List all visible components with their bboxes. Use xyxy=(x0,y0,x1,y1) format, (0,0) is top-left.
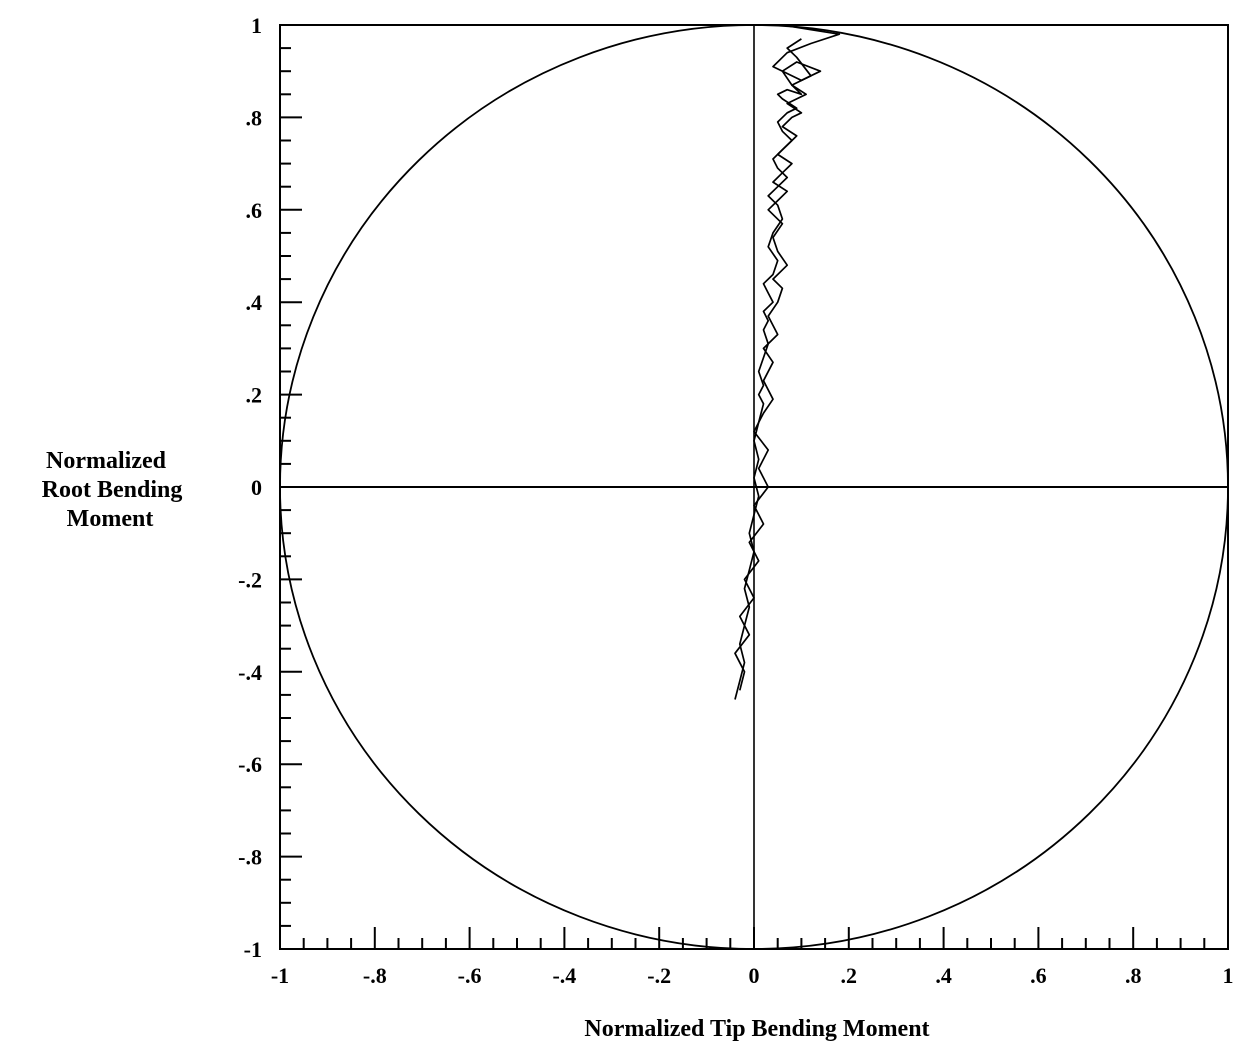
data-series-1 xyxy=(734,24,841,700)
y-tick-label: -.2 xyxy=(238,567,262,592)
y-tick-label: .4 xyxy=(246,290,263,315)
tick-layer xyxy=(279,24,1229,950)
x-axis-title: Normalized Tip Bending Moment xyxy=(584,1016,929,1042)
data-series-2 xyxy=(734,38,812,691)
x-tick-label: -.4 xyxy=(552,963,576,988)
x-tick-label: .6 xyxy=(1030,963,1047,988)
x-tick-label: -.8 xyxy=(363,963,387,988)
x-tick-label: -1 xyxy=(271,963,289,988)
plot-area xyxy=(279,24,1229,950)
y-tick-label: .6 xyxy=(246,198,263,223)
x-tick-label: 0 xyxy=(749,963,760,988)
y-tick-label: 1 xyxy=(251,13,262,38)
y-tick-label: -.8 xyxy=(238,845,262,870)
x-tick-label: 1 xyxy=(1223,963,1233,988)
series-layer xyxy=(734,24,841,700)
x-tick-label: .2 xyxy=(841,963,858,988)
y-tick-label: .8 xyxy=(246,105,263,130)
y-tick-label: 0 xyxy=(251,475,262,500)
y-axis-title-line-1: Normalized xyxy=(46,448,167,474)
y-tick-label: -.4 xyxy=(238,660,262,685)
y-tick-label: -.6 xyxy=(238,752,262,777)
x-tick-label: -.2 xyxy=(647,963,671,988)
x-tick-label: .8 xyxy=(1125,963,1142,988)
x-tick-label: -.6 xyxy=(458,963,482,988)
y-tick-label: .2 xyxy=(246,383,263,408)
tick-labels: -1 -.8 -.6 -.4 -.2 0 .2 .4 .6 .8 1 -1 -.8 -.6 -.4 -.2 0.… xyxy=(238,13,1233,988)
y-tick-label: -1 xyxy=(244,937,262,962)
y-axis-title-line-3: Moment xyxy=(67,506,154,532)
x-tick-label: .4 xyxy=(935,963,952,988)
y-axis-title-line-2: Root Bending xyxy=(42,477,183,503)
